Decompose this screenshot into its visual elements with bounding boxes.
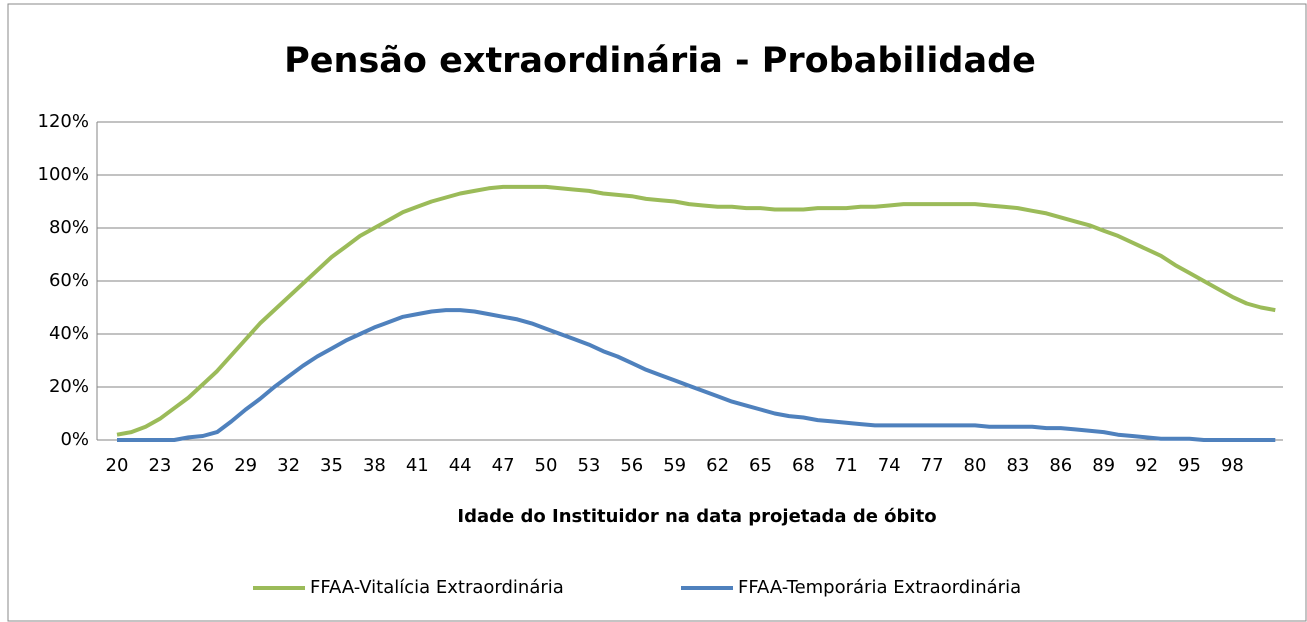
x-tick-label: 71 (835, 455, 858, 476)
x-tick-label: 53 (577, 455, 600, 476)
x-tick-label: 26 (191, 455, 214, 476)
x-axis-label: Idade do Instituidor na data projetada d… (457, 506, 936, 527)
legend-label: FFAA-Temporária Extraordinária (738, 577, 1021, 598)
x-tick-label: 74 (878, 455, 901, 476)
chart-frame (7, 3, 1307, 622)
x-tick-label: 59 (663, 455, 686, 476)
x-tick-label: 68 (792, 455, 815, 476)
x-tick-label: 92 (1135, 455, 1158, 476)
y-tick-label: 100% (38, 164, 89, 185)
x-tick-label: 41 (406, 455, 429, 476)
y-tick-label: 120% (38, 111, 89, 132)
x-tick-label: 80 (964, 455, 987, 476)
x-tick-label: 38 (363, 455, 386, 476)
legend-label: FFAA-Vitalícia Extraordinária (310, 577, 564, 598)
x-tick-label: 20 (106, 455, 129, 476)
x-tick-label: 83 (1006, 455, 1029, 476)
x-tick-label: 95 (1178, 455, 1201, 476)
x-tick-label: 35 (320, 455, 343, 476)
x-tick-label: 50 (535, 455, 558, 476)
x-tick-label: 62 (706, 455, 729, 476)
chart-title: Pensão extraordinária - Probabilidade (284, 41, 1036, 81)
x-tick-label: 47 (492, 455, 515, 476)
x-tick-label: 32 (277, 455, 300, 476)
x-tick-label: 56 (620, 455, 643, 476)
x-tick-label: 86 (1049, 455, 1072, 476)
x-tick-label: 23 (148, 455, 171, 476)
y-tick-label: 20% (49, 376, 89, 397)
y-tick-label: 0% (60, 429, 89, 450)
x-tick-label: 65 (749, 455, 772, 476)
x-tick-label: 29 (234, 455, 257, 476)
y-tick-label: 80% (49, 217, 89, 238)
x-tick-label: 44 (449, 455, 472, 476)
x-tick-label: 89 (1092, 455, 1115, 476)
series-line (116, 184, 1276, 437)
x-tick-label: 77 (921, 455, 944, 476)
y-tick-label: 40% (49, 323, 89, 344)
series-line (117, 308, 1276, 442)
x-tick-label: 98 (1221, 455, 1244, 476)
y-tick-label: 60% (49, 270, 89, 291)
